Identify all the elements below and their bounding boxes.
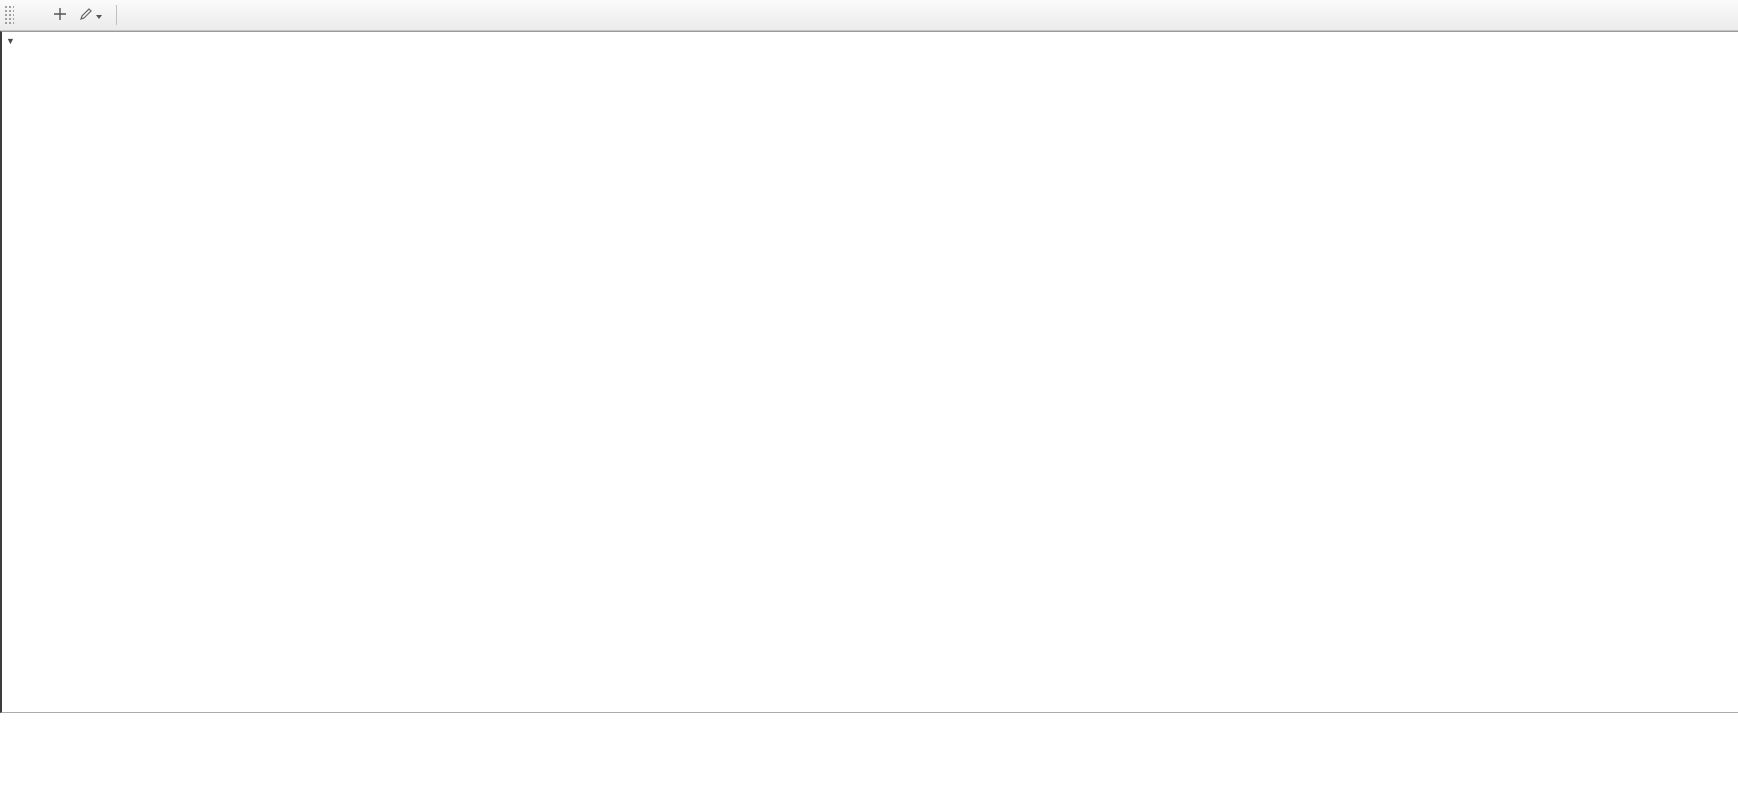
rsi-label [12,603,17,615]
crosshair-tool-button[interactable] [47,3,73,27]
macd-label [12,479,22,491]
chart-window: ▼ [0,31,1738,713]
chevron-down-icon [95,8,103,23]
toolbar [0,0,1738,31]
toolbar-grip[interactable] [4,5,14,25]
crosshair-icon [53,7,67,24]
symbol-ohlc-label: ▼ [6,36,50,46]
text-tool-button[interactable] [19,3,45,27]
pencil-icon [79,7,93,24]
toolbar-separator [116,5,117,25]
draw-tool-dropdown[interactable] [75,3,107,27]
one-click-trading-caret[interactable]: ▼ [6,36,15,46]
chart-canvas[interactable] [2,32,1738,713]
